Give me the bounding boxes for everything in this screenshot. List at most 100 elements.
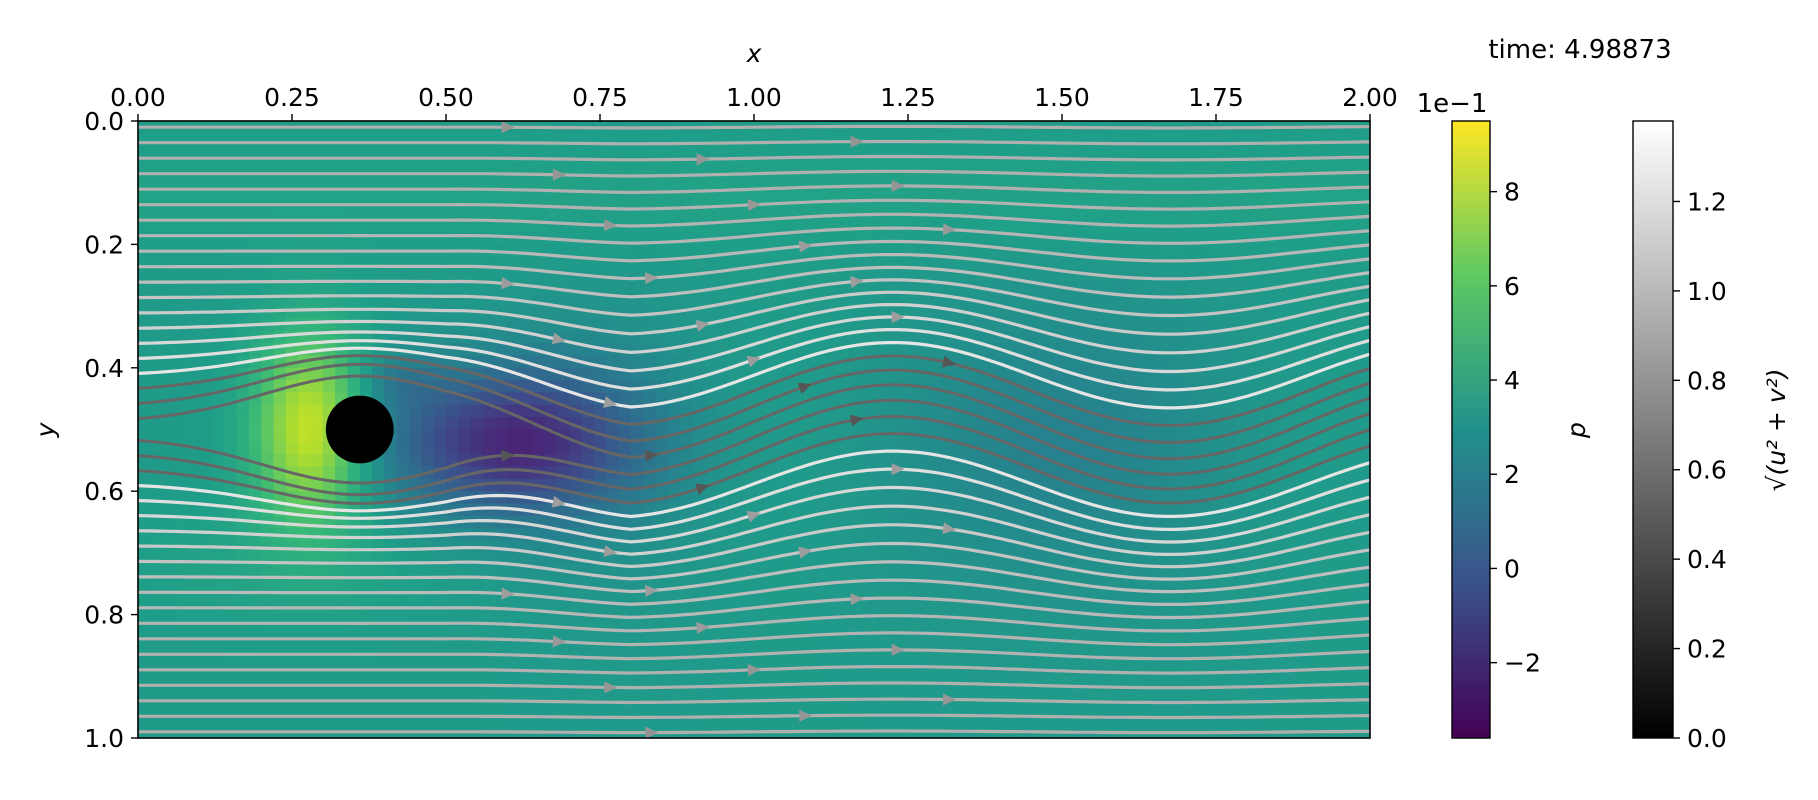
heatmap-cell (298, 318, 312, 332)
heatmap-cell (1098, 158, 1112, 171)
heatmap-cell (889, 355, 903, 369)
heatmap-cell (519, 207, 533, 221)
heatmap-cell (211, 232, 225, 245)
heatmap-cell (482, 232, 496, 245)
heatmap-cell (692, 244, 706, 258)
heatmap-cell (236, 281, 250, 295)
heatmap-cell (421, 700, 435, 714)
heatmap-cell (532, 441, 546, 455)
heatmap-cell (162, 330, 176, 344)
heatmap-cell (446, 380, 459, 394)
heatmap-cell (766, 429, 780, 443)
heatmap-cell (754, 219, 767, 233)
heatmap-cell (680, 330, 693, 344)
heatmap-cell (433, 441, 447, 455)
heatmap-cell (1172, 281, 1186, 295)
heatmap-cell (458, 133, 472, 147)
heatmap-cell (963, 466, 977, 480)
heatmap-cell (790, 626, 804, 640)
heatmap-cell (1172, 355, 1186, 369)
heatmap-cell (803, 503, 817, 517)
heatmap-cell (187, 552, 201, 566)
heatmap-cell (840, 441, 854, 455)
heatmap-cell (187, 281, 201, 295)
heatmap-cell (236, 429, 250, 443)
heatmap-cell (1185, 207, 1199, 221)
heatmap-cell (421, 639, 435, 653)
heatmap-cell (1135, 688, 1149, 702)
heatmap-cell (864, 589, 878, 603)
heatmap-cell (1012, 207, 1026, 221)
heatmap-cell (877, 355, 891, 369)
heatmap-cell (914, 367, 928, 381)
heatmap-cell (409, 639, 422, 653)
heatmap-cell (1320, 478, 1334, 492)
heatmap-cell (1209, 281, 1223, 295)
heatmap-cell (938, 158, 952, 171)
heatmap-cell (667, 158, 681, 171)
heatmap-cell (1172, 491, 1186, 505)
heatmap-cell (581, 195, 595, 208)
heatmap-cell (1283, 207, 1297, 221)
heatmap-cell (446, 158, 459, 171)
heatmap-cell (1135, 343, 1149, 357)
heatmap-cell (1234, 614, 1248, 628)
heatmap-cell (877, 478, 891, 492)
heatmap-cell (347, 614, 361, 628)
heatmap-cell (1135, 663, 1149, 677)
heatmap-cell (840, 565, 854, 579)
heatmap-cell (630, 626, 644, 640)
heatmap-cell (1111, 367, 1125, 381)
heatmap-cell (741, 676, 755, 690)
heatmap-cell (877, 343, 891, 357)
heatmap-cell (1345, 639, 1359, 653)
heatmap-cell (421, 676, 435, 690)
heatmap-cell (507, 429, 521, 443)
heatmap-cell (1000, 639, 1014, 653)
heatmap-cell (643, 145, 657, 159)
heatmap-cell (1012, 700, 1026, 714)
heatmap-cell (1308, 269, 1322, 283)
heatmap-cell (1049, 355, 1063, 369)
heatmap-cell (236, 145, 250, 159)
heatmap-cell (988, 318, 1001, 332)
heatmap-cell (199, 145, 213, 159)
heatmap-cell (827, 380, 841, 394)
heatmap-cell (963, 663, 977, 677)
heatmap-cell (975, 503, 989, 517)
heatmap-cell (556, 244, 570, 258)
heatmap-cell (581, 207, 595, 221)
heatmap-cell (717, 404, 730, 418)
heatmap-cell (877, 170, 891, 184)
heatmap-cell (1357, 145, 1370, 159)
heatmap-cell (224, 417, 238, 431)
heatmap-cell (1172, 454, 1186, 468)
heatmap-cell (174, 145, 188, 159)
heatmap-cell (1296, 158, 1309, 171)
heatmap-cell (1234, 182, 1248, 196)
heatmap-cell (889, 478, 903, 492)
heatmap-cell (1049, 367, 1063, 381)
heatmap-cell (1333, 676, 1346, 690)
heatmap-cell (1222, 466, 1236, 480)
heatmap-cell (1222, 602, 1236, 616)
heatmap-cell (285, 614, 299, 628)
heatmap-cell (864, 565, 878, 579)
heatmap-cell (396, 466, 410, 480)
heatmap-cell (421, 417, 435, 431)
heatmap-cell (569, 244, 583, 258)
heatmap-cell (347, 577, 361, 591)
heatmap-cell (446, 404, 459, 418)
heatmap-cell (1246, 256, 1260, 270)
heatmap-cell (470, 404, 484, 418)
heatmap-cell (790, 318, 804, 332)
heatmap-cell (901, 528, 915, 542)
heatmap-cell (507, 207, 521, 221)
heatmap-cell (901, 404, 915, 418)
heatmap-cell (655, 330, 669, 344)
heatmap-cell (347, 269, 361, 283)
heatmap-cell (630, 441, 644, 455)
heatmap-cell (211, 614, 225, 628)
heatmap-cell (754, 676, 767, 690)
heatmap-cell (150, 145, 164, 159)
